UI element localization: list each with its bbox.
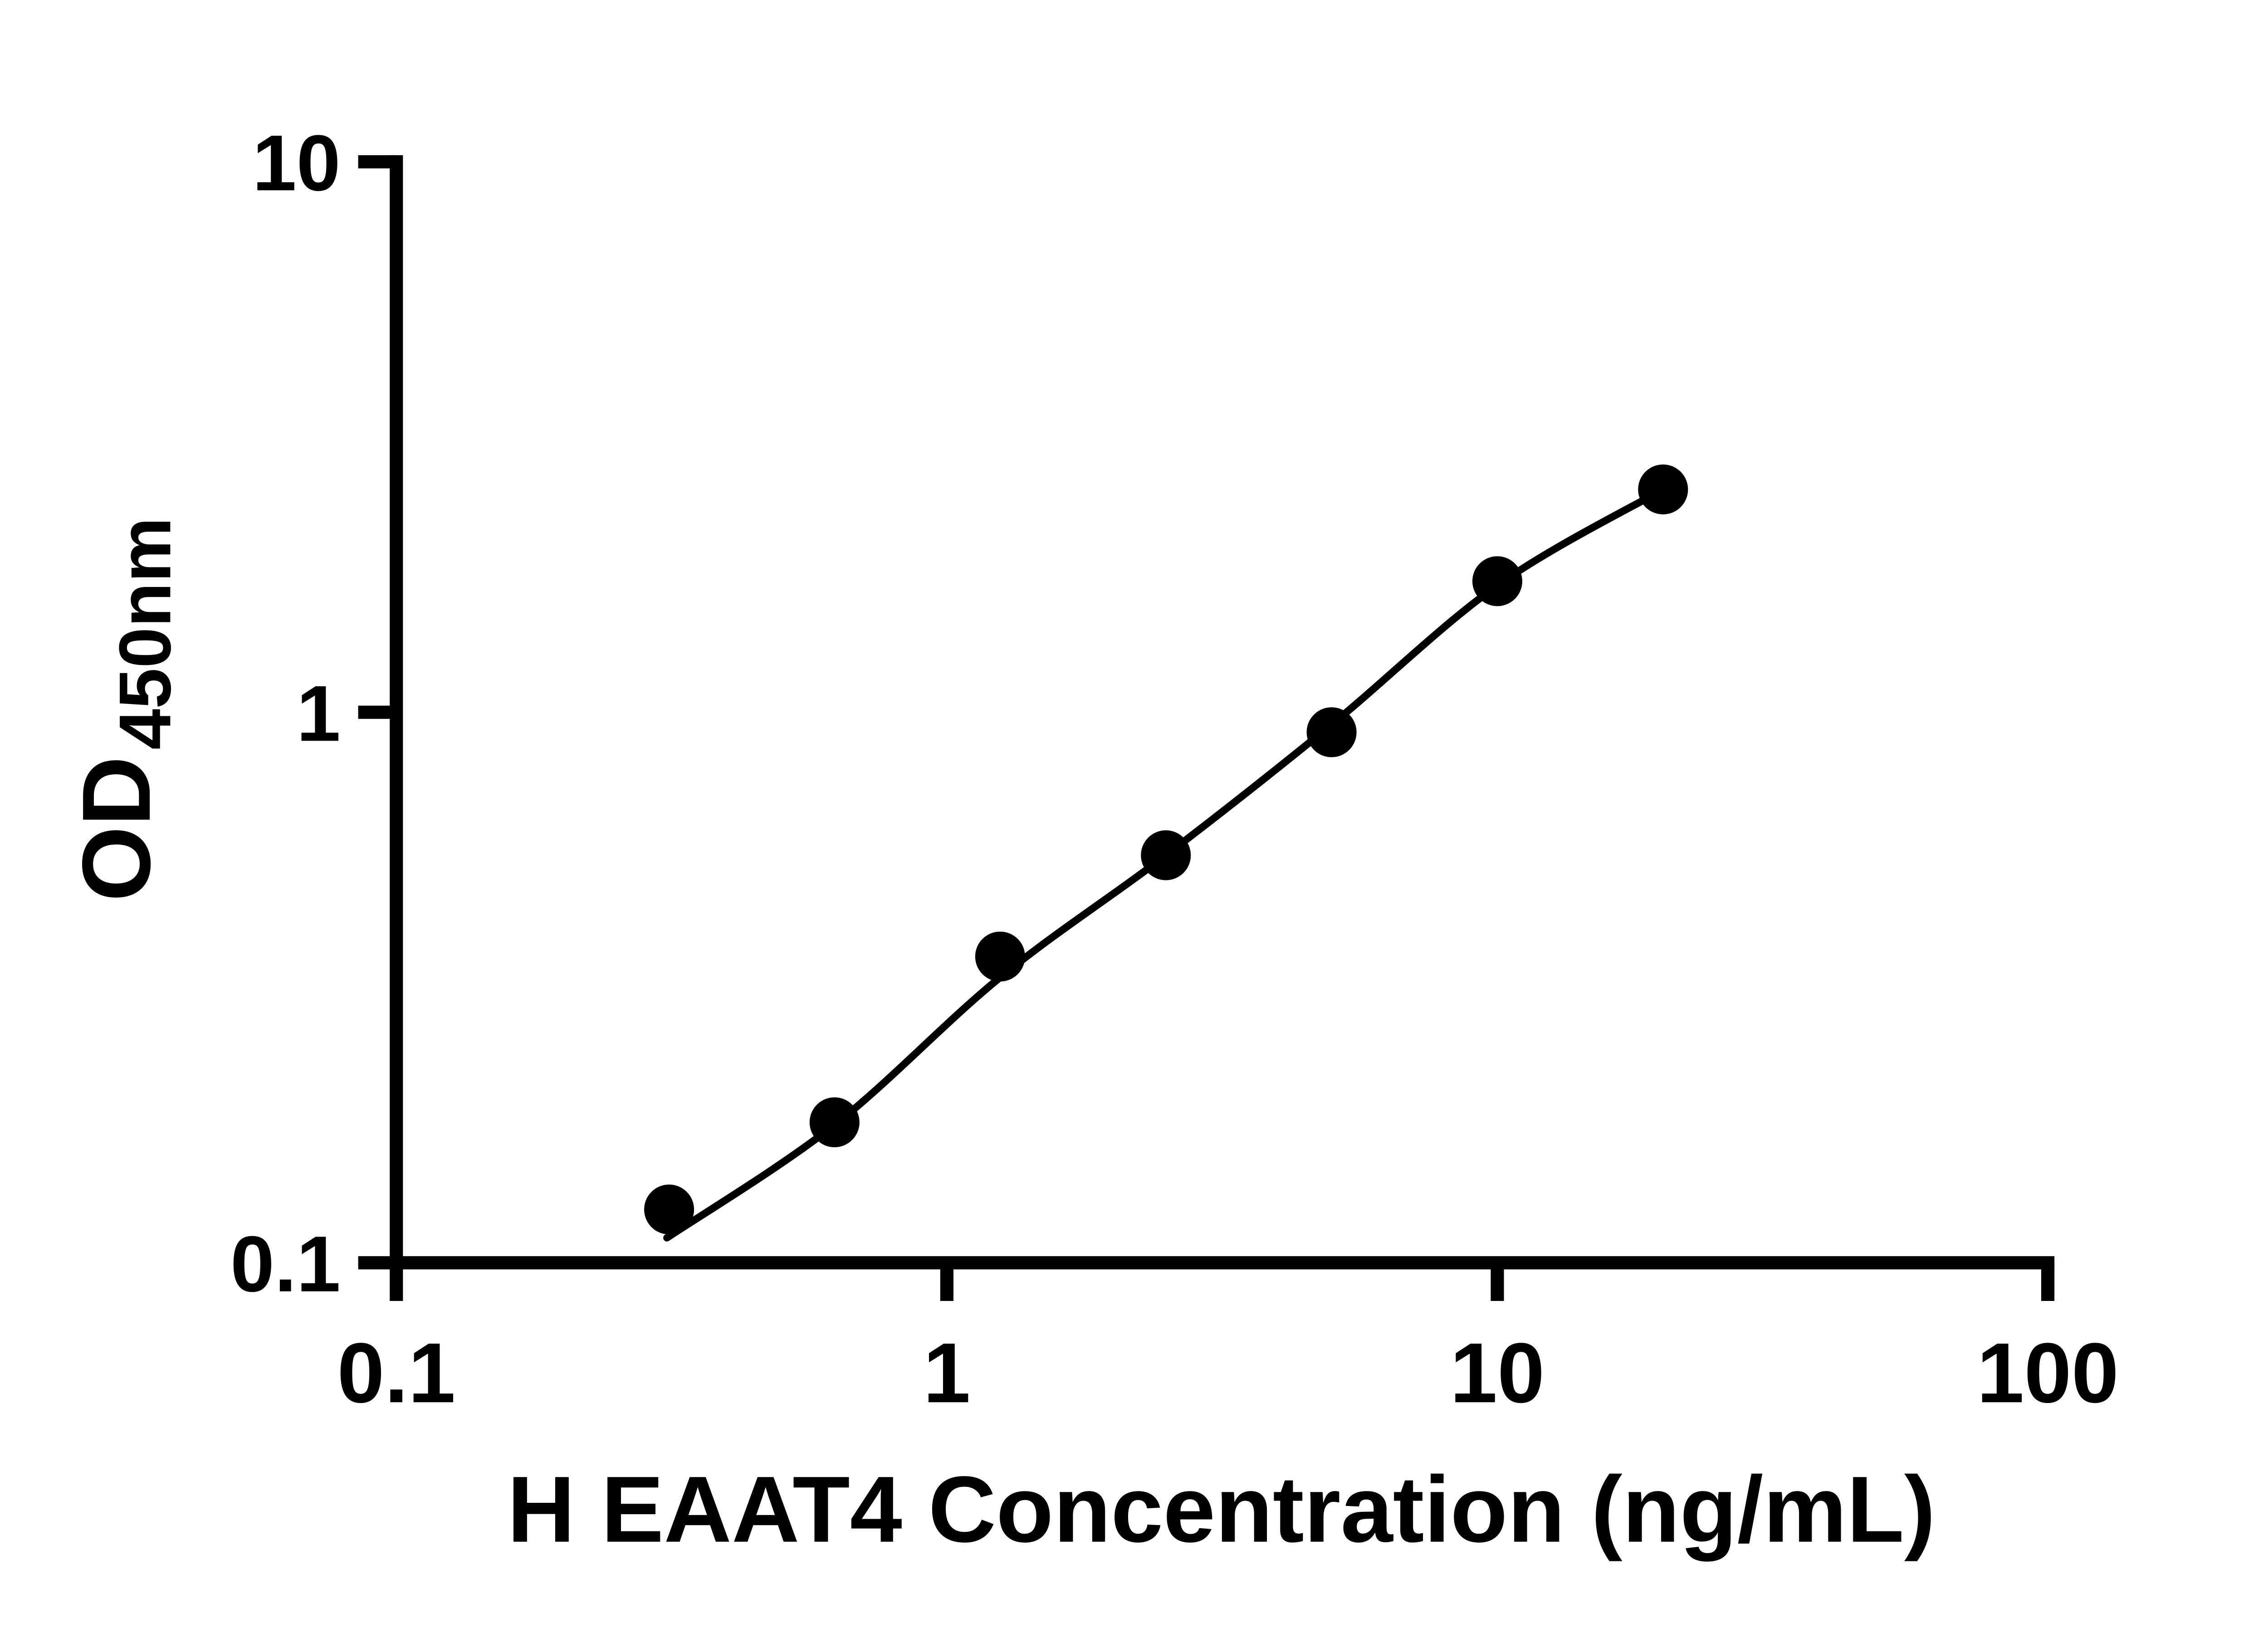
y-axis-title-subscript: 450nm <box>104 517 186 750</box>
y-tick-label: 0.1 <box>230 1220 341 1309</box>
data-point <box>1306 707 1357 758</box>
data-point <box>1141 830 1191 880</box>
data-point <box>1472 556 1522 606</box>
data-points-group <box>644 464 1688 1235</box>
tick-labels-group: 0.1 1 10 0.1 1 10 100 <box>230 119 2119 1421</box>
x-tick-label: 100 <box>1977 1325 2119 1420</box>
data-point <box>975 931 1025 982</box>
y-axis-title: OD 450nm <box>63 517 186 901</box>
x-axis-title: H EAAT4 Concentration (ng/mL) <box>507 1457 1936 1562</box>
x-tick-label: 0.1 <box>337 1325 455 1420</box>
y-tick-label: 1 <box>297 670 341 758</box>
axes <box>358 155 2055 1301</box>
data-point <box>1638 464 1688 514</box>
y-tick-label: 10 <box>252 119 340 208</box>
x-tick-label: 1 <box>923 1325 970 1420</box>
x-tick-label: 10 <box>1450 1325 1545 1420</box>
y-axis-title-main: OD <box>63 756 171 901</box>
data-point <box>644 1184 694 1235</box>
data-point <box>809 1097 860 1148</box>
